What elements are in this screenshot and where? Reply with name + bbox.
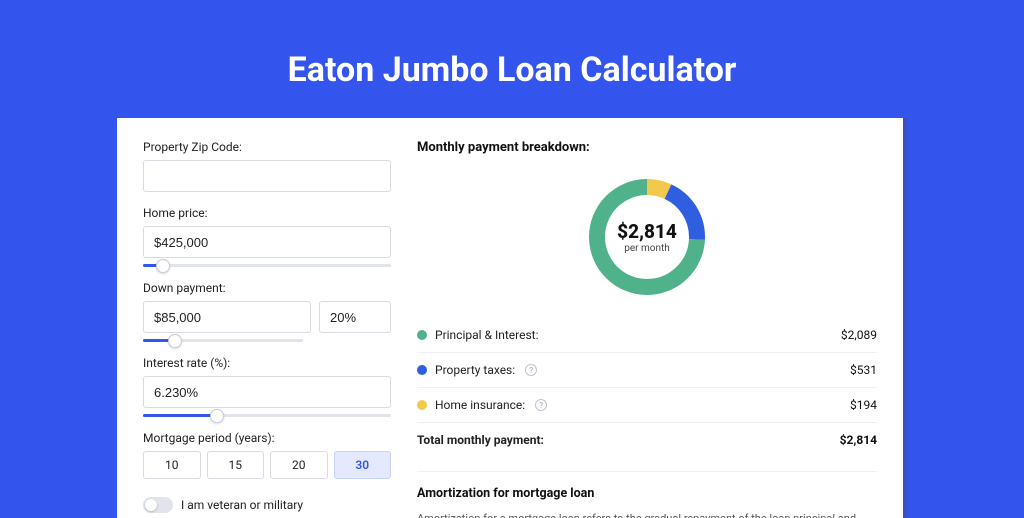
legend-label: Principal & Interest: xyxy=(435,328,539,342)
field-interest-rate: Interest rate (%): xyxy=(143,356,391,417)
zip-input[interactable] xyxy=(143,160,391,192)
info-icon[interactable]: ? xyxy=(535,399,547,411)
legend-row: Principal & Interest: $2,089 xyxy=(417,318,877,352)
legend-total-value: $2,814 xyxy=(840,433,877,447)
down-payment-percent-input[interactable] xyxy=(319,301,391,333)
legend-swatch xyxy=(417,365,427,375)
legend-total-label: Total monthly payment: xyxy=(417,433,544,447)
interest-rate-input[interactable] xyxy=(143,376,391,408)
field-zip: Property Zip Code: xyxy=(143,140,391,192)
legend-row: Home insurance:? $194 xyxy=(417,387,877,422)
breakdown-title: Monthly payment breakdown: xyxy=(417,140,877,155)
veteran-toggle-knob xyxy=(145,499,157,511)
field-down-payment: Down payment: xyxy=(143,281,391,342)
home-price-label: Home price: xyxy=(143,206,391,220)
legend-value: $194 xyxy=(850,398,877,412)
veteran-toggle[interactable] xyxy=(143,497,173,513)
interest-rate-slider-fill xyxy=(143,414,217,417)
amortization-text: Amortization for a mortgage loan refers … xyxy=(417,511,877,518)
field-mortgage-period: Mortgage period (years): 10152030 xyxy=(143,431,391,479)
field-home-price: Home price: xyxy=(143,206,391,267)
legend-value: $531 xyxy=(850,363,877,377)
mortgage-period-option-30[interactable]: 30 xyxy=(334,451,392,479)
amortization-section: Amortization for mortgage loan Amortizat… xyxy=(417,471,877,518)
down-payment-label: Down payment: xyxy=(143,281,391,295)
legend-swatch xyxy=(417,330,427,340)
breakdown-column: Monthly payment breakdown: $2,814 per mo… xyxy=(417,140,877,518)
page-title: Eaton Jumbo Loan Calculator xyxy=(288,50,737,90)
interest-rate-slider[interactable] xyxy=(143,414,391,417)
form-column: Property Zip Code: Home price: Down paym… xyxy=(143,140,391,518)
legend-value: $2,089 xyxy=(841,328,877,342)
mortgage-period-option-10[interactable]: 10 xyxy=(143,451,201,479)
home-price-slider[interactable] xyxy=(143,264,391,267)
legend-swatch xyxy=(417,400,427,410)
legend: Principal & Interest: $2,089 Property taxe… xyxy=(417,317,877,457)
mortgage-period-options: 10152030 xyxy=(143,451,391,479)
down-payment-slider-thumb[interactable] xyxy=(168,334,182,348)
home-price-input[interactable] xyxy=(143,226,391,258)
down-payment-slider[interactable] xyxy=(143,339,303,342)
info-icon[interactable]: ? xyxy=(525,364,537,376)
donut-amount: $2,814 xyxy=(617,220,677,243)
legend-label: Home insurance: xyxy=(435,398,525,412)
amortization-title: Amortization for mortgage loan xyxy=(417,486,877,501)
mortgage-period-option-20[interactable]: 20 xyxy=(270,451,328,479)
donut-chart: $2,814 per month xyxy=(583,173,711,301)
card-shadow: Property Zip Code: Home price: Down paym… xyxy=(117,118,907,518)
veteran-label: I am veteran or military xyxy=(181,498,303,512)
legend-total-row: Total monthly payment: $2,814 xyxy=(417,422,877,457)
legend-label: Property taxes: xyxy=(435,363,515,377)
field-veteran: I am veteran or military xyxy=(143,497,391,513)
calculator-card: Property Zip Code: Home price: Down paym… xyxy=(117,118,903,518)
home-price-slider-thumb[interactable] xyxy=(156,259,170,273)
interest-rate-slider-thumb[interactable] xyxy=(210,409,224,423)
donut-sub: per month xyxy=(624,243,670,254)
mortgage-period-option-15[interactable]: 15 xyxy=(207,451,265,479)
legend-row: Property taxes:? $531 xyxy=(417,352,877,387)
zip-label: Property Zip Code: xyxy=(143,140,391,154)
down-payment-amount-input[interactable] xyxy=(143,301,311,333)
donut-chart-wrap: $2,814 per month xyxy=(417,167,877,317)
interest-rate-label: Interest rate (%): xyxy=(143,356,391,370)
mortgage-period-label: Mortgage period (years): xyxy=(143,431,391,445)
donut-center: $2,814 per month xyxy=(583,173,711,301)
